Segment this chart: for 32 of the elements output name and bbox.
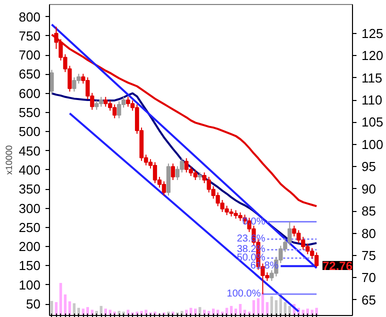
y2-tick-label: 125 [362,26,384,41]
y-tick-label: 750 [18,28,41,44]
y-tick-label: 450 [18,143,41,158]
y-tick-label: 600 [18,86,41,101]
y2-tick-label: 110 [362,92,382,108]
y-tick-label: 100 [18,277,41,292]
y-tick-label: 50 [26,296,41,312]
y2-tick-label: 75 [362,248,376,264]
y-axis-title: x10000 [4,145,14,175]
annotation: 100.0% [226,288,261,300]
y-tick-label: 650 [18,66,41,82]
text: 72.76 [322,258,353,273]
y2-tick-label: 105 [362,114,384,130]
y-tick-label: 350 [18,182,41,197]
y-tick-label: 800 [18,9,41,24]
y-tick-label: 550 [18,105,41,120]
y2-tick-label: 100 [362,136,384,152]
y-tick-label: 250 [18,220,41,235]
y2-tick-label: 85 [362,204,376,219]
y2-tick-label: 120 [362,48,384,64]
y2-tick-label: 95 [362,159,376,174]
y2-tick-label: 65 [362,292,376,308]
y-tick-label: 500 [18,124,41,140]
y2-tick-label: 115 [362,70,382,86]
y-tick-label: 300 [18,200,41,216]
y2-tick-label: 70 [362,270,376,286]
y-tick-label: 700 [18,48,41,63]
y-tick-label: 150 [18,258,41,274]
y2-tick-label: 80 [362,226,376,241]
y-tick-label: 200 [18,239,41,254]
y2-tick-label: 90 [362,181,376,196]
y-tick-label: 400 [18,162,41,178]
